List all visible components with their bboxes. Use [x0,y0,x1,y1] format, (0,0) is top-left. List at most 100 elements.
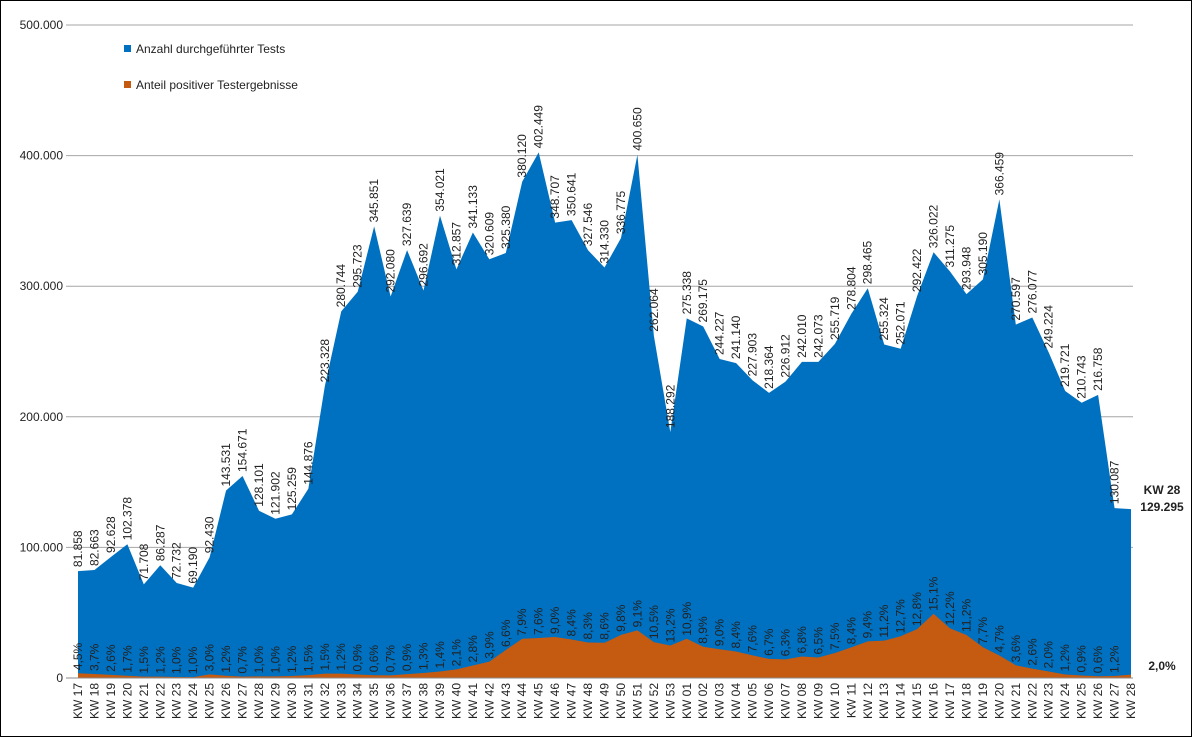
x-tick-label: KW 12 [861,683,875,719]
x-tick-label: KW 37 [400,683,414,719]
x-tick-label: KW 27 [1108,683,1122,719]
y-tick-label: 200.000 [20,410,64,424]
rate-label: 7,9% [515,608,529,636]
rate-label: 2,6% [104,644,118,672]
tests-label: 314.330 [598,220,612,264]
rate-label: 1,5% [301,644,315,672]
tests-label: 293.948 [959,246,973,290]
x-tick-label: KW 10 [828,683,842,719]
tests-label: 218.364 [762,345,776,389]
tests-label: 226.912 [778,334,792,378]
tests-label: 188.292 [663,384,677,428]
tests-label: 402.449 [532,105,546,149]
x-tick-label: KW 36 [384,683,398,719]
rate-label: 6,5% [811,627,825,655]
tests-label: 326.022 [927,205,941,249]
x-tick-label: KW 44 [515,683,529,719]
x-tick-label: KW 32 [318,683,332,719]
tests-label: 223.328 [318,339,332,383]
rate-label: 1,2% [1108,645,1122,673]
rate-label: 3,6% [1009,635,1023,663]
rate-label: 11,2% [959,599,973,632]
tests-label: 144.876 [301,441,315,485]
tests-label: 350.641 [565,172,579,216]
y-tick-label: 300.000 [20,279,64,293]
rate-label: 7,7% [976,617,990,645]
rate-label: 9,0% [713,619,727,647]
x-tick-label: KW 53 [663,683,677,719]
rate-label: 8,3% [581,612,595,640]
legend-swatch [124,81,131,88]
rate-label: 1,5% [318,643,332,671]
rate-label: 15,1% [927,576,941,610]
rate-label: 6,8% [795,626,809,654]
rate-label: 4,7% [992,625,1006,653]
rate-label: 8,4% [565,609,579,637]
y-tick-label: 0 [56,671,63,685]
rate-label: 2,0% [1042,641,1056,669]
x-tick-label: KW 28 [1124,683,1138,719]
tests-label: 121.902 [268,471,282,515]
x-tick-label: KW 19 [104,683,118,719]
x-tick-label: KW 18 [87,683,101,719]
rate-label: 6,6% [499,619,513,647]
rate-label: 11,2% [877,604,891,637]
tests-label: 325.380 [499,205,513,249]
x-tick-label: KW 17 [943,683,957,719]
x-tick-label: KW 50 [614,683,628,719]
tests-label: 262.064 [647,288,661,332]
positive-area [78,613,1131,678]
x-tick-label: KW 19 [976,683,990,719]
tests-label: 327.546 [581,203,595,247]
x-tick-label: KW 52 [647,683,661,719]
tests-label: 154.671 [236,428,250,472]
tests-label: 269.175 [696,279,710,323]
rate-label: 4,5% [71,643,85,671]
rate-label: 7,6% [746,625,760,653]
tests-label: 341.133 [466,185,480,229]
rate-label: 0,7% [384,645,398,673]
x-tick-label: KW 29 [268,683,282,719]
x-tick-label: KW 20 [992,683,1006,719]
x-tick-label: KW 17 [71,683,85,719]
tests-label: 280.744 [334,264,348,308]
tests-label: 252.071 [894,301,908,345]
x-tick-label: KW 41 [466,683,480,719]
tests-label: 292.080 [384,249,398,293]
x-tick-label: KW 25 [1075,683,1089,719]
x-tick-label: KW 51 [630,683,644,719]
x-tick-label: KW 04 [729,683,743,719]
x-tick-label: KW 25 [203,683,217,719]
x-tick-label: KW 21 [137,683,151,719]
x-tick-label: KW 40 [449,683,463,719]
x-tick-label: KW 28 [252,683,266,719]
rate-label: 1,2% [285,645,299,673]
rate-label: 3,0% [203,644,217,672]
tests-label: 210.743 [1075,355,1089,399]
rate-label: 1,0% [186,646,200,674]
x-tick-label: KW 18 [959,683,973,719]
tests-label: 278.804 [844,266,858,310]
rate-label: 8,4% [844,617,858,645]
x-tick-label: KW 49 [598,683,612,719]
x-tick-label: KW 03 [713,683,727,719]
rate-label: 3,9% [482,631,496,659]
rate-label: 2,8% [466,635,480,663]
rate-label: 1,2% [153,646,167,674]
tests-label: 125.259 [285,467,299,511]
x-tick-label: KW 48 [581,683,595,719]
rate-label: 2,1% [449,639,463,667]
rate-label: 7,5% [828,622,842,650]
tests-label: 366.459 [992,152,1006,196]
rate-label: 13,2% [663,608,677,642]
tests-label: 82.663 [87,529,101,566]
rate-label: 1,2% [334,643,348,671]
tests-label: 244.227 [713,311,727,355]
tests-label: 255.719 [828,296,842,340]
tests-label: 216.758 [1091,347,1105,391]
tests-label: 305.190 [976,232,990,276]
tests-label: 327.639 [400,202,414,246]
tests-label: 354.021 [433,168,447,212]
tests-label: 242.010 [795,314,809,358]
